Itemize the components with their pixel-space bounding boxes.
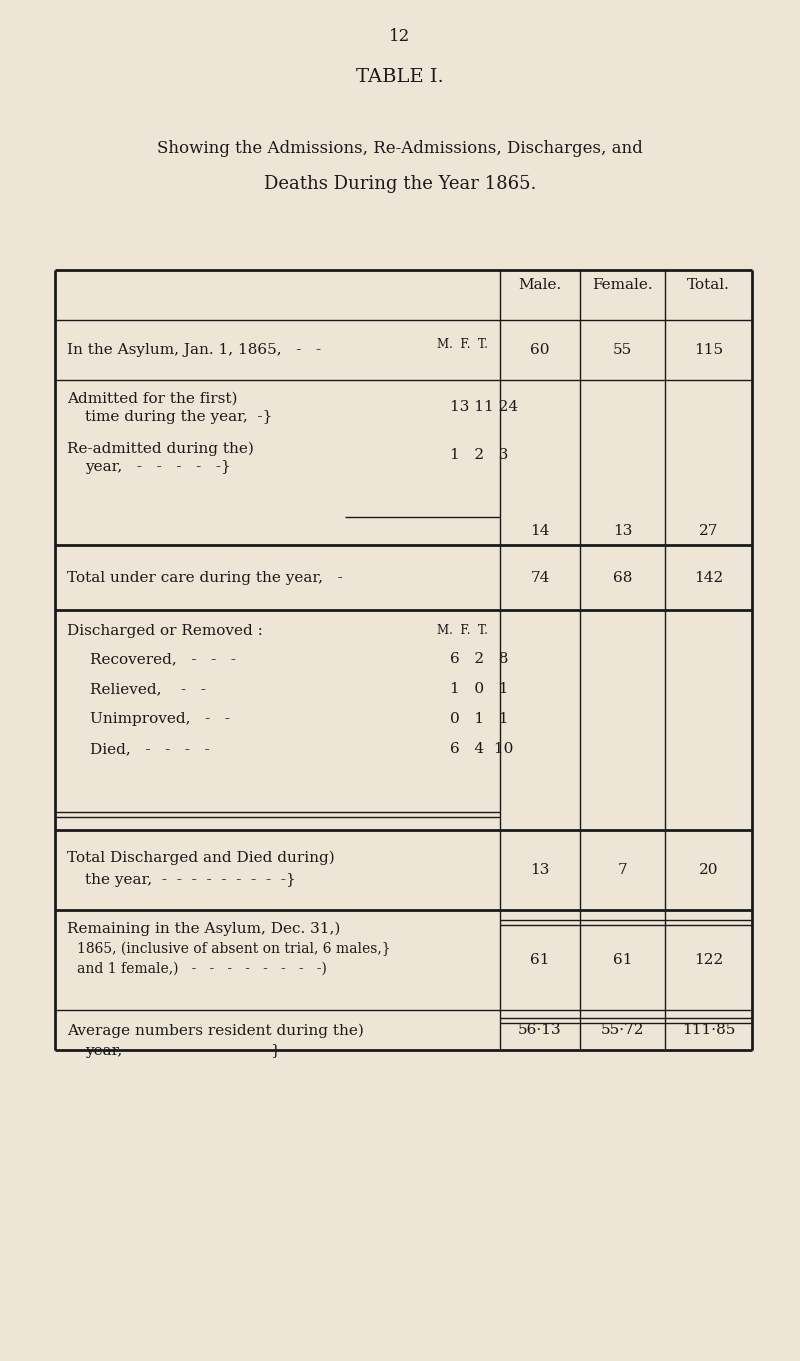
Text: 74: 74 [530, 570, 550, 584]
Text: Showing the Admissions, Re-Admissions, Discharges, and: Showing the Admissions, Re-Admissions, D… [157, 140, 643, 157]
Text: 13: 13 [530, 863, 550, 876]
Text: Relieved,    -   -: Relieved, - - [90, 682, 206, 695]
Text: Deaths During the Year 1865.: Deaths During the Year 1865. [264, 176, 536, 193]
Text: 27: 27 [699, 524, 718, 538]
Text: 1   0   1: 1 0 1 [450, 682, 509, 695]
Text: 6   2   8: 6 2 8 [450, 652, 508, 666]
Text: 142: 142 [694, 570, 723, 584]
Text: 6   4  10: 6 4 10 [450, 742, 514, 755]
Text: Total under care during the year,   -: Total under care during the year, - [67, 570, 342, 584]
Text: 13 11 24: 13 11 24 [450, 400, 518, 414]
Text: Re-admitted during the): Re-admitted during the) [67, 442, 254, 456]
Text: Female.: Female. [592, 278, 653, 293]
Text: 61: 61 [530, 953, 550, 968]
Text: Total.: Total. [687, 278, 730, 293]
Text: TABLE I.: TABLE I. [356, 68, 444, 86]
Text: 55: 55 [613, 343, 632, 357]
Text: M.  F.  T.: M. F. T. [437, 338, 488, 351]
Text: Male.: Male. [518, 278, 562, 293]
Text: 0   1   1: 0 1 1 [450, 712, 509, 725]
Text: 13: 13 [613, 524, 632, 538]
Text: time during the year,  -}: time during the year, -} [85, 410, 272, 425]
Text: Admitted for the first): Admitted for the first) [67, 392, 238, 406]
Text: 1865, (inclusive of absent on trial, 6 males,}: 1865, (inclusive of absent on trial, 6 m… [77, 942, 390, 957]
Text: M.  F.  T.: M. F. T. [437, 623, 488, 637]
Text: 7: 7 [618, 863, 627, 876]
Text: 68: 68 [613, 570, 632, 584]
Text: Recovered,   -   -   -: Recovered, - - - [90, 652, 236, 666]
Text: Total Discharged and Died during): Total Discharged and Died during) [67, 851, 334, 866]
Text: 111·85: 111·85 [682, 1023, 735, 1037]
Text: 56·13: 56·13 [518, 1023, 562, 1037]
Text: 55·72: 55·72 [601, 1023, 644, 1037]
Text: Average numbers resident during the): Average numbers resident during the) [67, 1023, 364, 1038]
Text: the year,  -  -  -  -  -  -  -  -  -}: the year, - - - - - - - - -} [85, 872, 296, 887]
Text: 20: 20 [698, 863, 718, 876]
Text: 12: 12 [390, 29, 410, 45]
Text: In the Asylum, Jan. 1, 1865,   -   -: In the Asylum, Jan. 1, 1865, - - [67, 343, 321, 357]
Text: Died,   -   -   -   -: Died, - - - - [90, 742, 210, 755]
Text: and 1 female,)   -   -   -   -   -   -   -   -): and 1 female,) - - - - - - - -) [77, 962, 327, 976]
Text: Remaining in the Asylum, Dec. 31,): Remaining in the Asylum, Dec. 31,) [67, 921, 340, 936]
Text: 61: 61 [613, 953, 632, 968]
Text: 1   2   3: 1 2 3 [450, 448, 508, 461]
Text: 122: 122 [694, 953, 723, 968]
Text: 60: 60 [530, 343, 550, 357]
Text: Unimproved,   -   -: Unimproved, - - [90, 712, 230, 725]
Text: year,   -   -   -   -   -}: year, - - - - -} [85, 460, 230, 474]
Text: Discharged or Removed :: Discharged or Removed : [67, 623, 263, 638]
Text: 115: 115 [694, 343, 723, 357]
Text: 14: 14 [530, 524, 550, 538]
Text: year,  -  -  -  -  -  -  -  -  -  -}: year, - - - - - - - - - -} [85, 1044, 281, 1057]
